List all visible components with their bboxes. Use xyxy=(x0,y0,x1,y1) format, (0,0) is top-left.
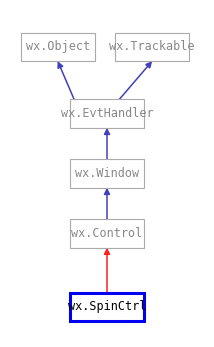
FancyBboxPatch shape xyxy=(70,159,144,188)
Text: wx.Window: wx.Window xyxy=(75,167,139,180)
FancyBboxPatch shape xyxy=(70,99,144,128)
Text: wx.Control: wx.Control xyxy=(71,227,143,240)
FancyBboxPatch shape xyxy=(70,293,144,321)
Text: wx.Object: wx.Object xyxy=(26,40,90,53)
Text: wx.Trackable: wx.Trackable xyxy=(109,40,195,53)
FancyBboxPatch shape xyxy=(70,219,144,248)
FancyBboxPatch shape xyxy=(115,33,189,61)
Text: wx.EvtHandler: wx.EvtHandler xyxy=(61,107,153,120)
FancyBboxPatch shape xyxy=(21,33,95,61)
Text: wx.SpinCtrl: wx.SpinCtrl xyxy=(68,300,146,313)
